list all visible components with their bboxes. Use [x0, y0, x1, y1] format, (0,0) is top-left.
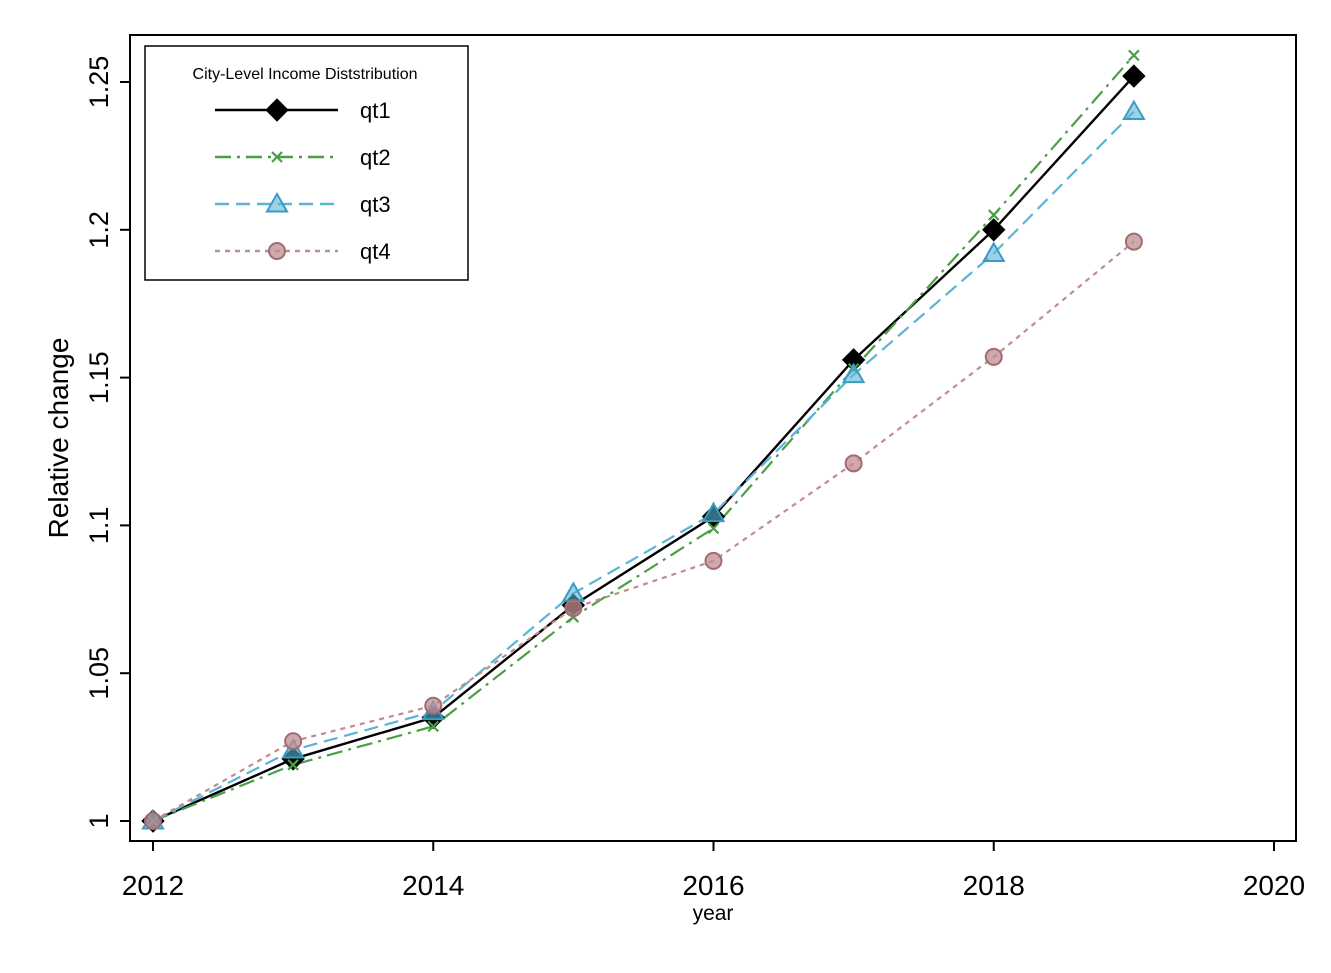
y-tick-label: 1 [84, 813, 114, 828]
series-line-qt2 [152, 54, 1135, 823]
data-point-qt4 [1124, 232, 1143, 251]
x-tick-label: 2016 [682, 870, 744, 901]
data-point-qt4 [144, 812, 162, 830]
data-point-qt2 [987, 209, 1000, 221]
legend-marker-qt4 [268, 242, 286, 260]
y-tick-label: 1.15 [84, 351, 114, 404]
y-tick-label: 1.1 [84, 507, 114, 545]
legend-label-qt2: qt2 [360, 145, 391, 170]
legend-title: City-Level Income Diststribution [193, 66, 418, 83]
legend-label-qt4: qt4 [360, 239, 391, 264]
data-point-qt2 [707, 522, 720, 535]
data-point-qt3 [982, 241, 1006, 262]
data-point-qt3 [1122, 99, 1146, 121]
legend-items: qt1 qt2 qt3 qt4 [215, 98, 391, 264]
data-point-qt1 [1122, 64, 1146, 88]
series-line-qt4 [152, 240, 1135, 822]
legend-marker-qt2 [271, 151, 283, 163]
data-point-qt2 [287, 759, 299, 771]
data-point-qt4 [984, 347, 1003, 366]
legend-label-qt1: qt1 [360, 98, 391, 123]
axes: 1 1.05 1.1 1.15 1.2 1.25 2012 2014 2016 2018 2020 [84, 56, 1305, 901]
legend: City-Level Income Diststribution qt1qt2q… [144, 45, 469, 281]
data-point-qt3 [841, 362, 866, 384]
y-axis-label: Relative change [43, 338, 74, 539]
data-point-qt4 [704, 551, 723, 570]
data-point-qt3 [701, 501, 726, 523]
y-tick-label: 1.25 [84, 56, 114, 109]
data-point-qt4 [844, 454, 863, 473]
y-tick-label: 1.05 [84, 647, 114, 700]
data-point-qt4 [284, 732, 303, 751]
data-point-qt1 [982, 218, 1006, 242]
series-line-qt1 [152, 75, 1135, 823]
x-tick-label: 2012 [122, 870, 184, 901]
data-point-qt2 [1128, 49, 1140, 62]
x-axis-label: year [693, 902, 734, 925]
legend-label-qt3: qt3 [360, 192, 391, 217]
x-tick-label: 2014 [402, 870, 464, 901]
legend-box [144, 45, 469, 281]
x-tick-label: 2020 [1243, 870, 1305, 901]
y-tick-label: 1.2 [84, 211, 114, 249]
x-tick-label: 2018 [963, 870, 1025, 901]
legend-marker-qt1 [265, 98, 289, 122]
data-point-qt2 [427, 720, 440, 733]
series-layer [141, 49, 1146, 833]
data-point-qt4 [424, 696, 443, 715]
legend-marker-qt3 [265, 191, 289, 213]
series-line-qt3 [152, 110, 1135, 822]
data-point-qt4 [564, 599, 583, 618]
